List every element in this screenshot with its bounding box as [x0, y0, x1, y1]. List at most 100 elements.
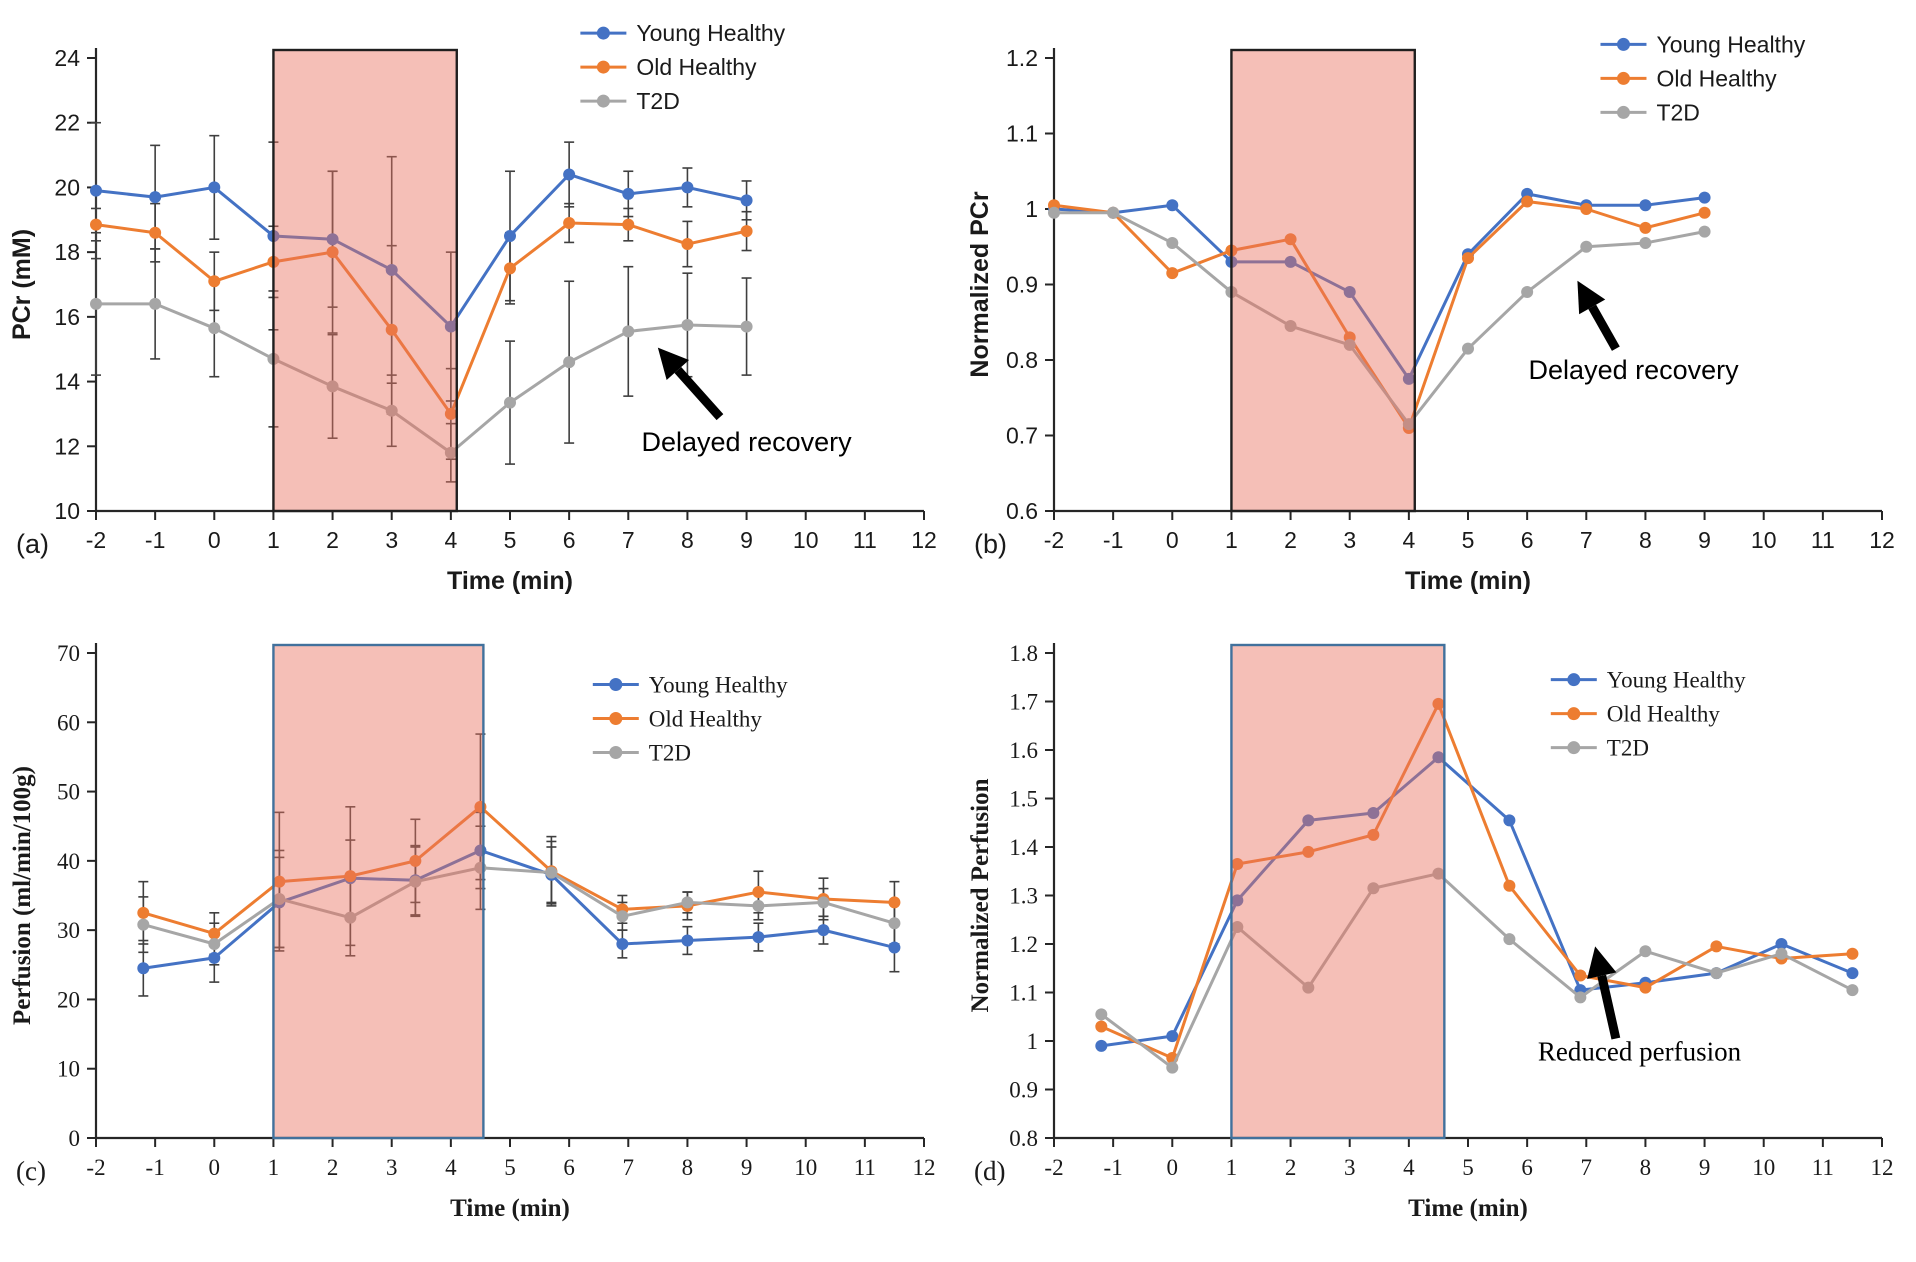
x-tick-label: 5: [504, 1155, 516, 1180]
x-tick-label: 4: [1403, 1155, 1415, 1180]
series-old-healthy-point: [1302, 845, 1315, 858]
x-tick-label: 12: [1869, 527, 1895, 553]
x-tick-label: 6: [563, 1155, 575, 1180]
y-tick-label: 70: [57, 641, 80, 666]
x-tick-label: 8: [681, 527, 694, 553]
series-t2d-point: [545, 866, 558, 879]
legend: Young Healthy Old Healthy T2D: [1600, 31, 1806, 125]
y-tick-label: 1: [1027, 1029, 1039, 1054]
x-tick-label: 7: [623, 1155, 635, 1180]
series-old-healthy-point: [622, 218, 635, 231]
series-t2d-point: [1048, 206, 1060, 219]
legend-item: Young Healthy: [580, 20, 786, 46]
series-young-healthy-line: [1101, 755, 1853, 1048]
y-axis-title: Perfusion (ml/min/100g): [9, 766, 36, 1025]
y-tick-label: 0.6: [1006, 498, 1038, 524]
series-old-healthy-point: [1580, 203, 1593, 215]
series-t2d-point: [1432, 867, 1445, 880]
series-old-healthy-line: [142, 805, 895, 936]
series-t2d-line: [142, 866, 895, 946]
x-tick-label: 7: [1580, 527, 1593, 553]
x-tick-label: 10: [794, 1155, 817, 1180]
series-young-healthy-point: [1284, 255, 1297, 268]
x-tick-label: 5: [1462, 527, 1475, 553]
series-t2d-point: [888, 917, 901, 930]
annotation-arrow: [1577, 280, 1620, 351]
x-tick-label: 11: [1812, 1155, 1834, 1180]
series-young-healthy-point: [616, 938, 629, 950]
series-old-healthy-point: [273, 875, 286, 888]
legend-item: T2D: [1550, 736, 1649, 761]
series-old-healthy-line: [95, 221, 747, 416]
x-tick-label: 6: [1521, 1155, 1533, 1180]
x-tick-label: 1: [268, 1155, 280, 1180]
legend-item: Old Healthy: [580, 54, 757, 80]
y-tick-label: 14: [54, 369, 80, 395]
series-t2d-point: [1698, 225, 1711, 238]
legend: Young Healthy Old Healthy T2D: [1550, 668, 1746, 761]
series-t2d-point: [1580, 240, 1593, 253]
x-tick-label: 1: [1225, 527, 1238, 553]
series-t2d-point: [563, 356, 576, 369]
series-young-healthy-point: [137, 962, 150, 975]
occlusion-shade: [1230, 48, 1416, 513]
series-t2d-point: [1095, 1008, 1108, 1021]
y-tick-label: 18: [54, 239, 80, 265]
series-t2d-point: [1639, 945, 1652, 958]
series-t2d-point: [326, 380, 339, 393]
y-tick-label: 1.7: [1009, 690, 1038, 715]
annotation-arrow-head: [657, 347, 690, 380]
legend-marker-dot: [1567, 741, 1581, 755]
series-young-healthy-point: [208, 951, 221, 964]
y-tick-label: 22: [54, 110, 80, 136]
y-tick-label: 12: [54, 433, 80, 459]
series-t2d-point: [504, 396, 516, 409]
series-old-healthy-point: [1574, 969, 1587, 982]
legend-item: T2D: [592, 741, 691, 766]
series-old-healthy-point: [409, 854, 422, 867]
annotation-arrow: [1587, 946, 1621, 1040]
series-t2d-point: [1284, 320, 1297, 333]
legend-label: Old Healthy: [1656, 65, 1777, 91]
y-tick-label: 20: [57, 987, 80, 1012]
y-tick-label: 0: [69, 1126, 81, 1151]
y-tick-label: 0.8: [1006, 347, 1038, 373]
series-young-healthy-point: [1095, 1039, 1108, 1052]
y-tick-label: 1.6: [1009, 738, 1038, 763]
series-t2d-point: [1367, 882, 1380, 895]
legend-marker-dot: [1567, 707, 1581, 721]
series-young-healthy-point: [149, 191, 162, 204]
legend-marker-dot: [609, 678, 623, 692]
legend-label: T2D: [1607, 736, 1649, 761]
x-tick-label: 3: [1343, 527, 1356, 553]
x-tick-label: 0: [1167, 1155, 1179, 1180]
x-tick-label: 5: [504, 527, 517, 553]
y-tick-label: 1.3: [1009, 884, 1038, 909]
occlusion-shade: [272, 48, 458, 513]
series-young-healthy-point: [1639, 199, 1652, 212]
legend-marker-dot: [1616, 105, 1630, 119]
annotation-arrow-head: [1577, 280, 1606, 315]
series-t2d-point: [1343, 338, 1356, 351]
series-old-healthy-point: [563, 217, 576, 230]
series-old-healthy-point: [888, 896, 901, 909]
panel-label: (b): [974, 529, 1007, 559]
series-old-healthy-point: [1462, 252, 1474, 265]
series-t2d-point: [90, 297, 102, 310]
legend-marker-dot: [609, 746, 623, 760]
series-old-healthy-point: [208, 927, 221, 940]
y-tick-label: 20: [54, 174, 80, 200]
x-tick-label: -2: [1044, 1155, 1063, 1180]
occlusion-shade: [272, 643, 485, 1140]
series-young-healthy-point: [90, 184, 102, 197]
legend-label: T2D: [649, 741, 691, 766]
x-tick-label: 9: [1699, 1155, 1711, 1180]
legend: Young Healthy Old Healthy T2D: [580, 20, 786, 114]
legend-label: Young Healthy: [636, 20, 785, 46]
y-tick-label: 10: [54, 498, 80, 524]
series-old-healthy-point: [740, 225, 753, 238]
x-tick-label: 2: [1284, 527, 1297, 553]
y-tick-label: 0.9: [1009, 1078, 1038, 1103]
series-t2d-point: [752, 899, 765, 912]
